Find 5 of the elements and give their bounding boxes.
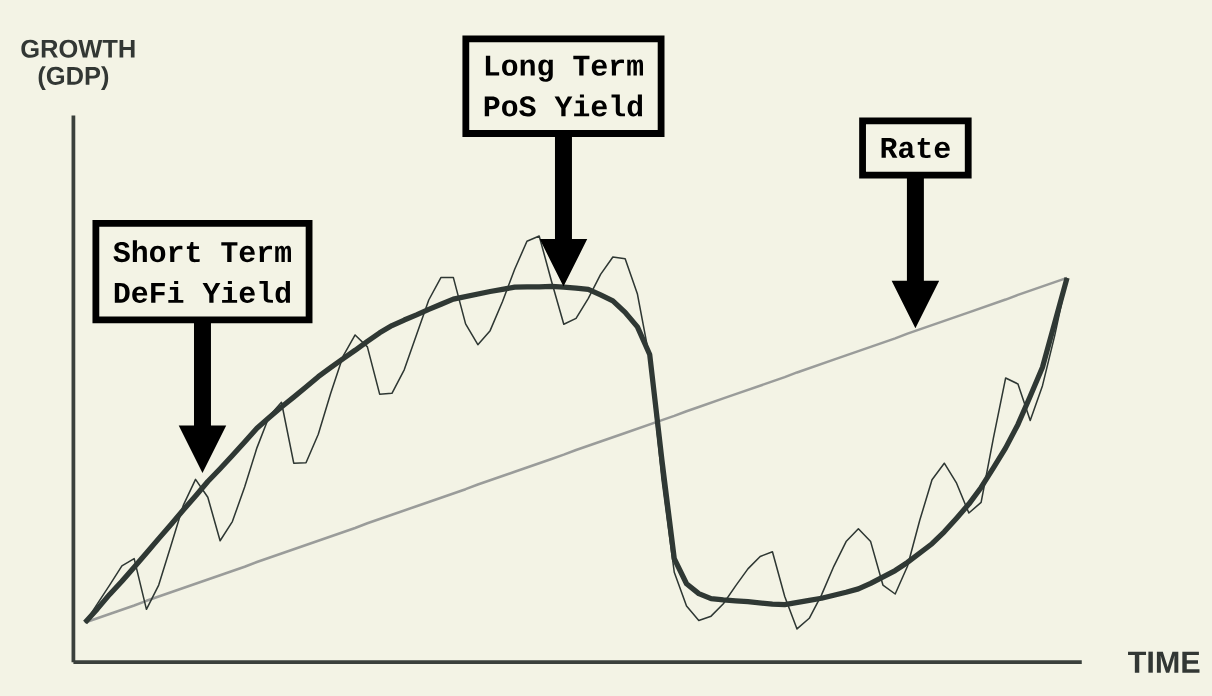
annotation: Short Term DeFi Yield bbox=[113, 240, 291, 303]
text: Long Term PoS Yield bbox=[484, 55, 644, 117]
x-axis-title: TIME bbox=[1128, 651, 1200, 673]
text: Rate bbox=[881, 137, 950, 159]
text: GROWTH (GDP) bbox=[21, 39, 135, 90]
